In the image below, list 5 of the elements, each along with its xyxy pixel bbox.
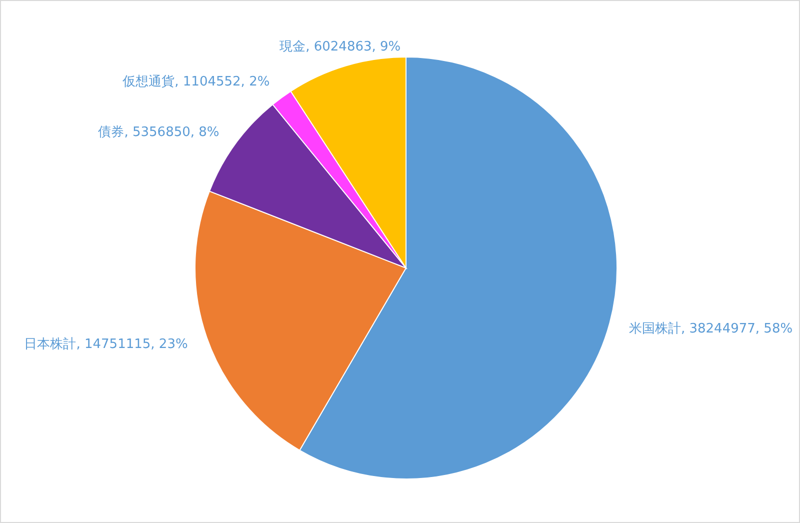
slice-label: 債券, 5356850, 8% — [98, 124, 220, 140]
slice-label: 米国株計, 38244977, 58% — [628, 320, 793, 336]
slice-label: 現金, 6024863, 9% — [280, 39, 401, 54]
slice-label: 日本株計, 14751115, 23% — [24, 336, 188, 352]
slice-label: 仮想通貨, 1104552, 2% — [122, 74, 270, 89]
